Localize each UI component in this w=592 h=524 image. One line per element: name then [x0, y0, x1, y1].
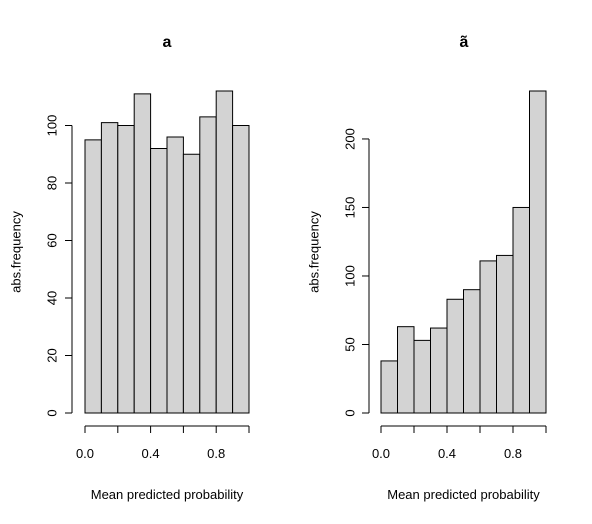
chart-title: a — [163, 34, 172, 51]
histogram-bar — [380, 360, 398, 414]
histogram-bar — [215, 90, 234, 414]
y-axis-title: abs.frequency — [306, 211, 321, 293]
y-tick-label: 40 — [44, 291, 59, 305]
x-axis-title: Mean predicted probability — [387, 487, 540, 502]
y-tick-label: 100 — [44, 115, 59, 137]
y-tick-label: 100 — [342, 265, 357, 287]
histogram-panel-a-tilde: ã 0.0 0.4 0.8 Mean predicted probability 0 50 1… — [306, 34, 547, 502]
x-tick-label: 0.4 — [142, 446, 160, 461]
x-tick-label: 0.0 — [372, 446, 390, 461]
x-tick-label: 0.0 — [76, 446, 94, 461]
histogram-bar — [529, 90, 547, 414]
x-tick-label: 0.8 — [207, 446, 225, 461]
histogram-bar — [133, 93, 152, 414]
histogram-bar — [84, 139, 102, 414]
histogram-bar — [430, 327, 448, 414]
y-tick-label: 150 — [342, 197, 357, 219]
x-tick-label: 0.4 — [438, 446, 456, 461]
y-tick-label: 60 — [44, 233, 59, 247]
y-tick-label: 50 — [342, 337, 357, 351]
y-tick-label: 80 — [44, 176, 59, 190]
y-tick-label: 200 — [342, 128, 357, 150]
x-tick-label: 0.8 — [504, 446, 522, 461]
histogram-bar — [117, 125, 135, 414]
histogram-bar — [463, 289, 481, 414]
histogram-bar — [446, 298, 464, 414]
y-tick-label: 0 — [44, 409, 59, 416]
histogram-bar — [150, 148, 168, 414]
y-axis-title: abs.frequency — [8, 211, 23, 293]
y-tick-label: 0 — [342, 409, 357, 416]
histogram-bar — [512, 206, 530, 414]
histogram-bar — [166, 136, 184, 414]
histogram-bar — [100, 122, 119, 414]
histogram-bar — [479, 260, 497, 414]
x-axis-title: Mean predicted probability — [91, 487, 244, 502]
histogram-bar — [232, 125, 250, 414]
histogram-bar — [413, 339, 431, 414]
histogram-bar — [496, 254, 514, 414]
chart-title: ã — [460, 34, 469, 51]
histogram-bar — [199, 116, 217, 414]
histogram-bar — [397, 326, 415, 414]
y-tick-label: 20 — [44, 348, 59, 362]
histogram-panel-a: a 0.0 0.4 0.8 Mean predicted probability 0 20 4… — [8, 34, 250, 502]
histogram-bar — [182, 153, 201, 414]
